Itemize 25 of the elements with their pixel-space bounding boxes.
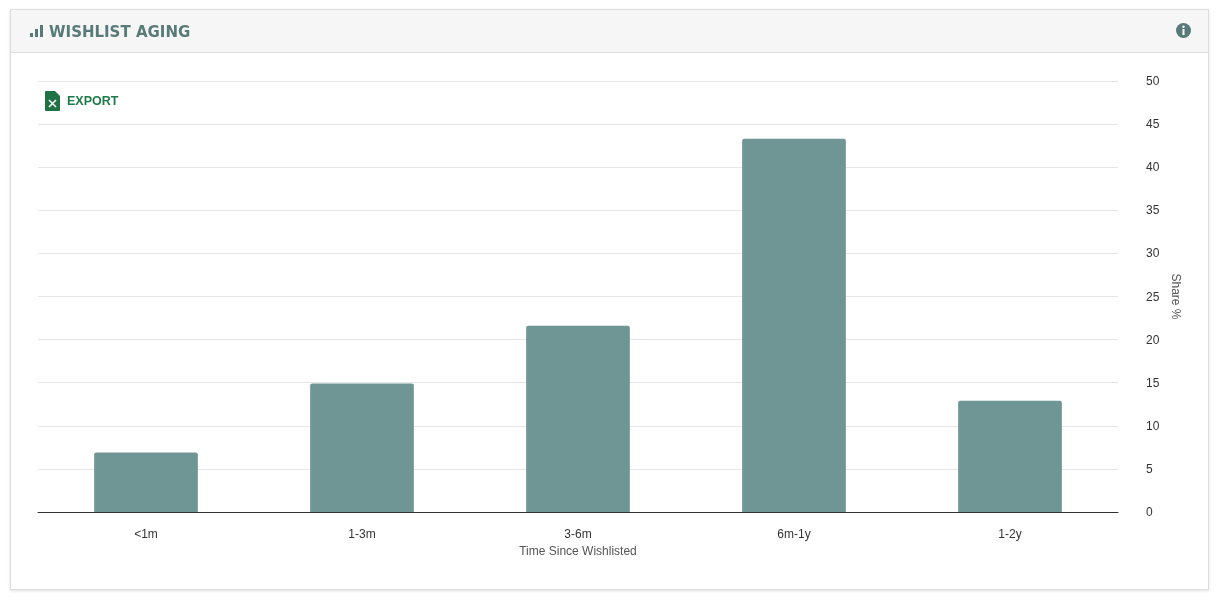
y-axis-title: Share % bbox=[1169, 273, 1184, 320]
x-tick-label: 3-6m bbox=[564, 527, 592, 541]
y-tick-label: 45 bbox=[1146, 117, 1160, 132]
x-tick-label: 1-2y bbox=[998, 527, 1022, 541]
y-tick-label: 25 bbox=[1146, 289, 1160, 304]
annotation: EXPORT bbox=[67, 94, 119, 108]
bar bbox=[526, 325, 630, 512]
chart-title: WISHLIST AGING bbox=[49, 23, 191, 41]
y-tick-label: 30 bbox=[1146, 246, 1160, 261]
y-tick-label: 15 bbox=[1146, 375, 1160, 390]
x-tick-label: 1-3m bbox=[348, 527, 376, 541]
bar bbox=[94, 452, 198, 512]
x-tick-label: <1m bbox=[134, 527, 158, 541]
y-tick-label: 20 bbox=[1146, 332, 1160, 347]
x-axis-title: Time Since Wishlisted bbox=[519, 543, 637, 558]
y-tick-label: 0 bbox=[1146, 505, 1153, 519]
bar bbox=[958, 400, 1062, 512]
x-tick-label: 6m-1y bbox=[777, 527, 811, 541]
y-tick-label: 40 bbox=[1146, 160, 1160, 175]
y-tick-label: 50 bbox=[1146, 74, 1160, 88]
bar bbox=[742, 138, 846, 512]
bar bbox=[310, 383, 414, 512]
y-tick-label: 5 bbox=[1146, 461, 1153, 476]
y-tick-label: 35 bbox=[1146, 203, 1160, 218]
y-tick-label: 10 bbox=[1146, 418, 1160, 433]
